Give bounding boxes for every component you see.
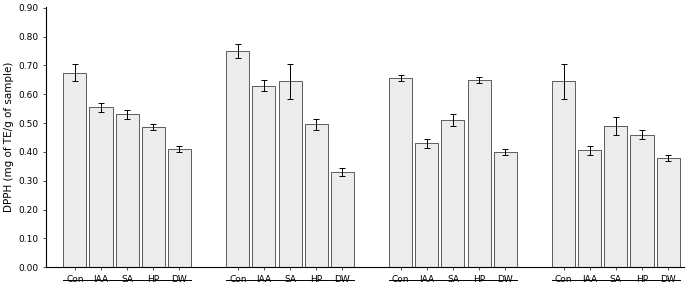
Bar (252, 86, 275, 267)
Bar (442, 120, 464, 267)
Bar (226, 51, 249, 267)
Bar (389, 78, 412, 267)
Bar (89, 107, 113, 267)
Bar (63, 73, 87, 267)
Bar (168, 149, 191, 267)
Bar (578, 150, 601, 267)
Bar (279, 81, 301, 267)
Bar (331, 172, 354, 267)
Bar (552, 81, 575, 267)
Bar (116, 114, 139, 267)
Bar (468, 80, 491, 267)
Bar (416, 143, 438, 267)
Bar (656, 158, 680, 267)
Bar (142, 127, 165, 267)
Bar (305, 124, 327, 267)
Bar (494, 152, 517, 267)
Bar (604, 126, 627, 267)
Y-axis label: DPPH (mg of TE/g of sample): DPPH (mg of TE/g of sample) (4, 62, 14, 213)
Bar (630, 134, 654, 267)
